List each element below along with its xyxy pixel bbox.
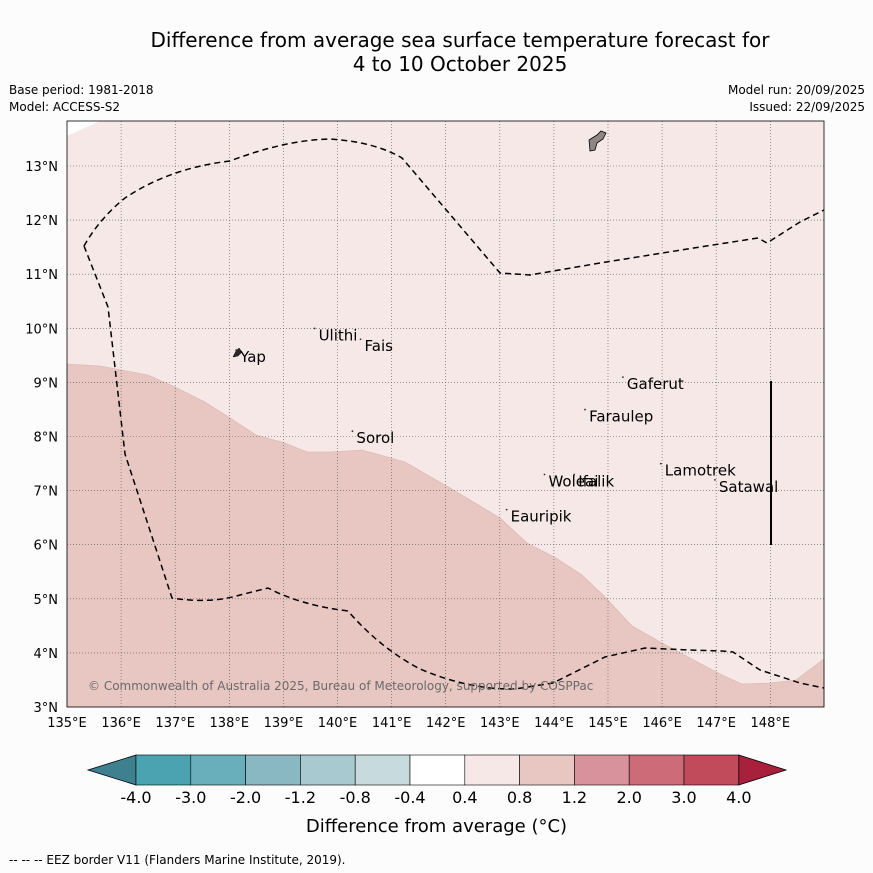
- island-marker: [543, 473, 546, 476]
- yap-landmass: [232, 347, 243, 358]
- latitude-label: 9°N: [34, 376, 59, 391]
- meta-left: Base period: 1981-2018 Model: ACCESS-S2: [9, 82, 154, 116]
- colorbar-tick-label: -1.2: [284, 788, 316, 807]
- latitude-label: 4°N: [34, 647, 59, 662]
- white-corner-top-left: [67, 121, 100, 136]
- colorbar-tick-label: 0.8: [506, 788, 533, 807]
- latitude-label: 10°N: [25, 322, 58, 337]
- place-label-eauripik: Eauripik: [511, 508, 572, 526]
- longitude-label: 139°E: [264, 716, 304, 731]
- latitude-label: 6°N: [34, 539, 59, 554]
- longitude-label: 135°E: [47, 716, 87, 731]
- title-line-2: 4 to 10 October 2025: [352, 52, 568, 76]
- island-marker: [622, 376, 624, 379]
- colorbar-tick-label: -4.0: [120, 788, 152, 807]
- place-label-lamotrek: Lamotrek: [665, 462, 736, 480]
- colorbar-segment: [628, 754, 685, 786]
- title-line-1: Difference from average sea surface temp…: [150, 28, 770, 52]
- colorbar-segment: [300, 754, 356, 786]
- island-marker: [235, 349, 238, 351]
- colorbar-tick-label: -0.8: [339, 788, 371, 807]
- place-label-gaferut: Gaferut: [627, 375, 684, 393]
- longitude-label: 144°E: [534, 716, 574, 731]
- longitude-label: 141°E: [372, 716, 412, 731]
- colorbar-tick-label: 3.0: [671, 788, 697, 807]
- model-name: Model: ACCESS-S2: [9, 100, 121, 114]
- place-label-sorol: Sorol: [356, 429, 394, 447]
- island-marker: [573, 473, 576, 476]
- map-plot-area: Yap Ulithi Fais Sorol Gaferut Faraulep WoleaiI…: [66, 120, 825, 708]
- latitude-label: 5°N: [34, 593, 59, 608]
- colorbar-segment: [409, 754, 466, 786]
- colorbar-tick-label: -0.4: [394, 788, 426, 807]
- latitude-label: 13°N: [25, 160, 58, 175]
- colorbar-tick-label: 4.0: [726, 788, 752, 807]
- colorbar-min-arrow: [86, 754, 137, 786]
- colorbar-segment: [683, 754, 740, 786]
- island-marker: [584, 408, 586, 411]
- latitude-label: 7°N: [34, 485, 59, 500]
- island-marker: [313, 327, 316, 330]
- meta-right: Model run: 20/09/2025 Issued: 22/09/2025: [728, 82, 865, 116]
- colorbar-segment: [245, 754, 301, 786]
- colorbar-tick-label: 0.4: [452, 788, 478, 807]
- copyright-text: © Commonwealth of Australia 2025, Bureau…: [88, 679, 593, 693]
- island-marker: [659, 462, 662, 465]
- colorbar-segment: [464, 754, 520, 786]
- colorbar-segment: [135, 754, 192, 786]
- colorbar-segment: [354, 754, 411, 786]
- longitude-label: 147°E: [696, 716, 736, 731]
- latitude-tick-labels: 3°N 4°N 5°N 6°N 7°N 8°N 9°N 10°N 11°N 12°N 13°N: [25, 160, 58, 716]
- longitude-label: 137°E: [155, 716, 195, 731]
- latitude-label: 8°N: [34, 431, 59, 446]
- place-label-woleai: Woleai: [548, 472, 598, 490]
- longitude-label: 146°E: [642, 716, 682, 731]
- place-label-satawal: Satawal: [719, 478, 778, 496]
- longitude-label: 136°E: [101, 716, 141, 731]
- longitude-label: 148°E: [751, 716, 791, 731]
- longitude-tick-labels: 135°E 136°E 137°E 138°E 139°E 140°E 141°E 142°E…: [47, 716, 790, 731]
- place-label-fais: Fais: [365, 337, 394, 355]
- longitude-label: 142°E: [426, 716, 466, 731]
- eez-border-line: [83, 138, 825, 690]
- colorbar-tick-label: -2.0: [229, 788, 262, 807]
- chart-title: Difference from average sea surface temp…: [60, 28, 860, 76]
- island-marker: [359, 338, 362, 341]
- colorbar-segment: [574, 754, 630, 786]
- latitude-label: 3°N: [34, 701, 59, 716]
- colorbar-max-arrow: [738, 754, 788, 786]
- island-marker: [714, 478, 716, 481]
- eez-footnote: -- -- -- EEZ border V11 (Flanders Marine…: [9, 853, 346, 867]
- latitude-label: 11°N: [25, 268, 58, 283]
- longitude-label: 138°E: [210, 716, 250, 731]
- colorbar: [86, 754, 788, 786]
- colorbar-segment: [190, 754, 246, 786]
- island-marker: [351, 430, 354, 433]
- colorbar-tick-label: -3.0: [175, 788, 207, 807]
- longitude-label: 145°E: [588, 716, 628, 731]
- colorbar-segment: [519, 754, 575, 786]
- longitude-label: 143°E: [480, 716, 520, 731]
- base-period: Base period: 1981-2018: [9, 83, 154, 97]
- colorbar-title: Difference from average (°C): [305, 816, 568, 837]
- place-label-ulithi: Ulithi: [319, 326, 358, 344]
- place-label-ifalik: Ifalik: [578, 472, 614, 490]
- graticule: [67, 121, 824, 707]
- island-marker: [505, 508, 508, 511]
- island-labels: Yap Ulithi Fais Sorol Gaferut Faraulep WoleaiI…: [235, 326, 778, 526]
- longitude-label: 140°E: [318, 716, 358, 731]
- latitude-label: 12°N: [25, 214, 58, 229]
- issued-date: Issued: 22/09/2025: [749, 100, 865, 114]
- map-frame: [66, 120, 825, 708]
- place-label-yap: Yap: [239, 348, 266, 366]
- colorbar-tick-label: 1.2: [561, 788, 588, 807]
- place-label-faraulep: Faraulep: [589, 408, 653, 426]
- model-run: Model run: 20/09/2025: [727, 83, 865, 97]
- guam-landmass: [588, 130, 607, 152]
- colorbar-tick-label: 2.0: [616, 788, 642, 807]
